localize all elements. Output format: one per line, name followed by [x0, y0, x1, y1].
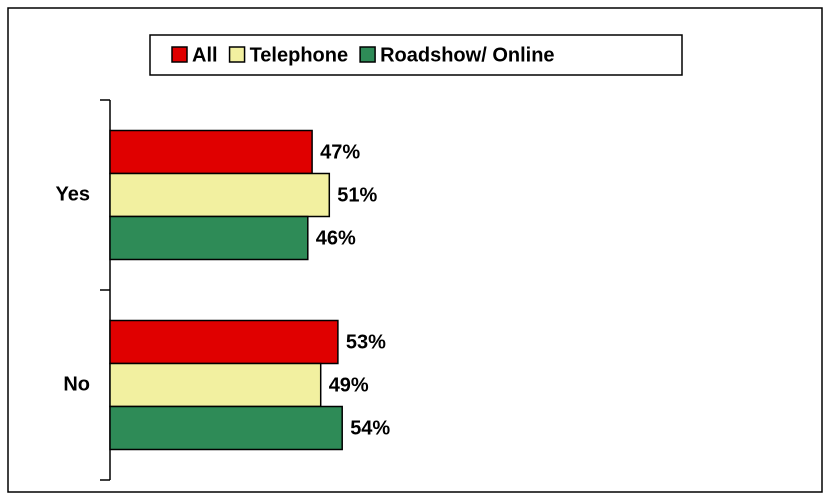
data-label: 54% [350, 417, 390, 439]
data-label: 46% [316, 227, 356, 249]
bar [109, 362, 322, 408]
data-label: 49% [329, 374, 369, 396]
bar [109, 215, 309, 261]
legend-swatch [228, 46, 246, 63]
legend-swatch [171, 46, 188, 63]
bar [109, 129, 313, 175]
legend-swatch [359, 46, 376, 63]
bar [109, 319, 339, 365]
bar [109, 405, 343, 451]
data-label: 51% [337, 184, 377, 206]
legend-label: Roadshow/ Online [380, 44, 554, 66]
y-tick-label: No [63, 373, 90, 395]
legend-label: All [192, 44, 218, 66]
y-tick-label: Yes [56, 183, 90, 205]
data-label: 47% [320, 141, 360, 163]
legend-label: Telephone [250, 44, 349, 66]
bar [109, 172, 331, 218]
data-label: 53% [346, 331, 386, 353]
